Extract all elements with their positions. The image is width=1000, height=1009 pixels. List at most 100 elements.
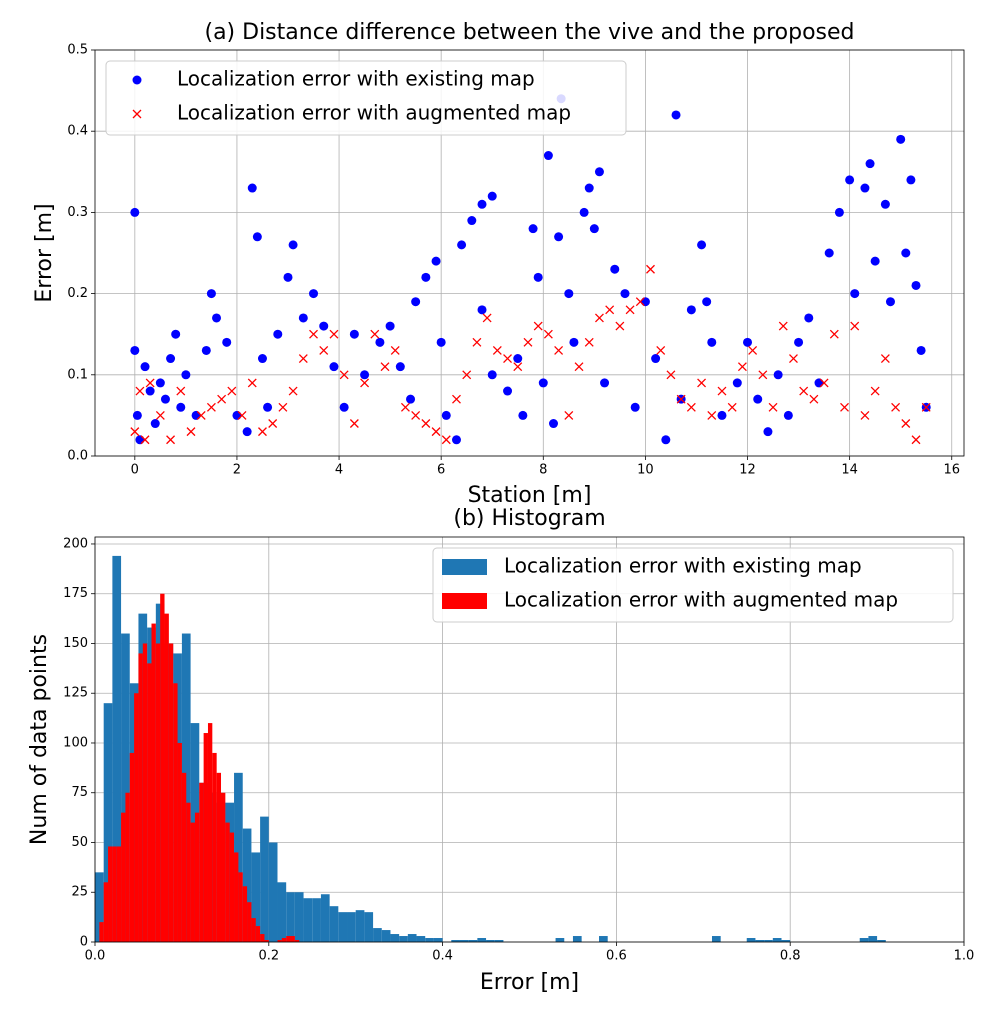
point <box>421 272 431 282</box>
point <box>834 207 844 217</box>
point <box>885 297 895 307</box>
point <box>753 394 763 404</box>
bar <box>286 936 291 942</box>
bar <box>312 898 321 942</box>
point <box>656 345 666 355</box>
y-tick-label: 50 <box>71 835 88 850</box>
point <box>349 329 359 339</box>
point <box>697 378 707 388</box>
point <box>732 378 742 388</box>
point <box>630 402 640 412</box>
point <box>349 419 359 428</box>
point <box>206 402 216 412</box>
point <box>651 354 661 364</box>
y-tick-label: 0.4 <box>67 124 88 139</box>
point <box>870 256 880 266</box>
point <box>482 313 492 323</box>
legend-label: Localization error with existing map <box>177 67 535 91</box>
point <box>247 183 257 193</box>
point <box>329 362 339 372</box>
bar <box>190 822 195 942</box>
point <box>283 272 293 282</box>
bar <box>103 703 113 942</box>
point <box>794 337 804 347</box>
legend-label: Localization error with augmented map <box>504 588 898 612</box>
bar <box>294 892 304 942</box>
bar <box>764 940 773 942</box>
y-tick-label: 75 <box>71 785 88 800</box>
bar <box>746 938 756 942</box>
bar <box>390 934 400 942</box>
legend-box <box>432 547 954 623</box>
bar <box>303 898 313 942</box>
point <box>360 378 370 388</box>
bar <box>286 892 295 942</box>
bar <box>173 683 178 942</box>
point <box>288 386 298 396</box>
y-tick-label: 125 <box>63 686 88 701</box>
point <box>487 191 497 201</box>
y-axis-label: Error [m] <box>32 203 57 302</box>
bar <box>755 940 765 942</box>
point <box>605 305 615 315</box>
point <box>579 207 589 217</box>
bar <box>242 886 248 942</box>
point <box>748 345 758 355</box>
bar <box>108 846 113 942</box>
bar <box>125 792 130 942</box>
point <box>319 345 329 355</box>
point <box>273 329 283 339</box>
point <box>171 329 181 339</box>
point <box>166 354 176 364</box>
bar <box>99 922 104 942</box>
bar <box>373 928 382 942</box>
bar <box>477 938 487 942</box>
bar <box>242 828 252 942</box>
point <box>130 427 140 437</box>
point <box>375 337 385 347</box>
point <box>717 386 727 396</box>
point <box>232 410 242 420</box>
bar <box>116 846 122 942</box>
point <box>743 337 753 347</box>
point <box>339 402 349 412</box>
bar <box>877 940 886 942</box>
point <box>666 370 676 380</box>
point <box>676 394 686 404</box>
bar <box>381 930 391 942</box>
bar <box>112 846 117 942</box>
legend: Localization error with existing map Loca… <box>105 60 627 136</box>
point <box>901 248 911 258</box>
x-axis-label: Error [m] <box>480 970 579 995</box>
point <box>360 370 370 380</box>
x-tick-label: 0.4 <box>432 949 453 964</box>
panel: 0.0 0.2 0.4 0.6 0.8 1.0 0 25 50 75 100 125 150 175 200… <box>27 506 974 995</box>
point <box>309 329 318 339</box>
point <box>477 305 487 315</box>
x-tick-label: 0.8 <box>780 949 801 964</box>
point <box>916 345 926 355</box>
point <box>176 402 186 412</box>
point <box>763 427 773 437</box>
point <box>222 337 232 347</box>
x-tick-label: 14 <box>841 463 858 478</box>
bar <box>599 936 608 942</box>
bar <box>347 912 356 942</box>
point <box>625 305 635 315</box>
point <box>309 289 319 299</box>
point <box>181 370 191 380</box>
bar <box>711 936 721 942</box>
point <box>640 297 650 307</box>
point <box>773 370 783 380</box>
point <box>880 354 890 364</box>
bar <box>177 742 182 942</box>
point <box>298 313 308 323</box>
point <box>268 419 278 428</box>
point <box>411 297 421 307</box>
point <box>411 410 421 420</box>
bar <box>251 918 256 942</box>
bar <box>194 812 200 942</box>
bar <box>155 643 161 942</box>
x-tick-label: 0.0 <box>85 949 106 964</box>
x-tick-label: 16 <box>943 463 960 478</box>
